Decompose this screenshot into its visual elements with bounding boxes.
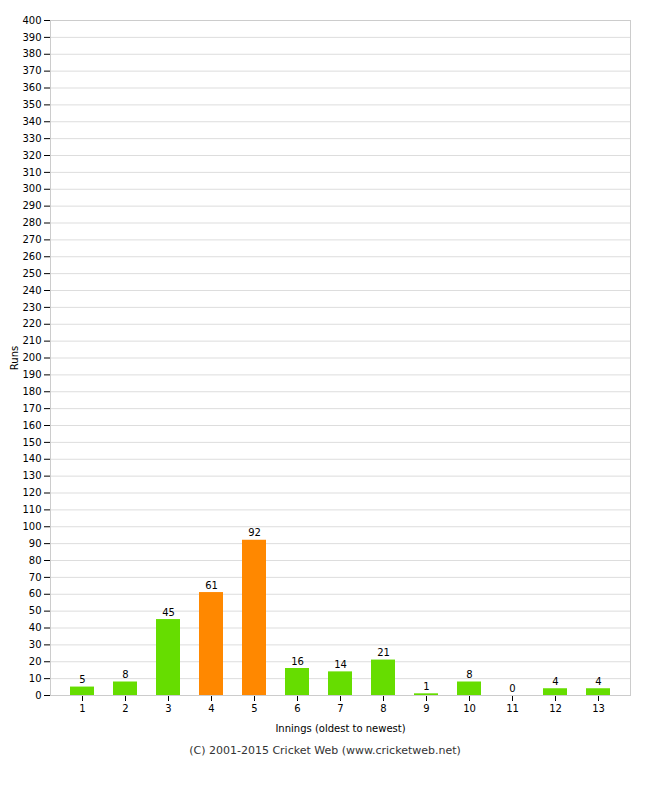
svg-text:200: 200 xyxy=(22,352,41,363)
svg-text:45: 45 xyxy=(162,607,175,618)
svg-text:360: 360 xyxy=(22,82,41,93)
svg-text:3: 3 xyxy=(165,703,171,714)
svg-text:92: 92 xyxy=(248,527,261,538)
svg-text:20: 20 xyxy=(29,656,42,667)
svg-text:90: 90 xyxy=(29,538,42,549)
svg-text:0: 0 xyxy=(509,683,515,694)
svg-text:270: 270 xyxy=(22,234,41,245)
svg-text:290: 290 xyxy=(22,200,41,211)
svg-text:5: 5 xyxy=(251,703,257,714)
svg-text:150: 150 xyxy=(22,437,41,448)
svg-text:14: 14 xyxy=(334,659,347,670)
svg-text:11: 11 xyxy=(506,703,519,714)
svg-text:Innings (oldest to newest): Innings (oldest to newest) xyxy=(275,723,405,734)
svg-text:140: 140 xyxy=(22,453,41,464)
svg-text:50: 50 xyxy=(29,605,42,616)
svg-text:60: 60 xyxy=(29,588,42,599)
svg-text:380: 380 xyxy=(22,48,41,59)
svg-text:160: 160 xyxy=(22,420,41,431)
svg-text:330: 330 xyxy=(22,133,41,144)
svg-text:30: 30 xyxy=(29,639,42,650)
svg-text:250: 250 xyxy=(22,268,41,279)
svg-text:0: 0 xyxy=(35,690,41,701)
svg-text:300: 300 xyxy=(22,183,41,194)
svg-text:9: 9 xyxy=(423,703,429,714)
svg-text:180: 180 xyxy=(22,386,41,397)
svg-text:10: 10 xyxy=(29,673,42,684)
svg-text:310: 310 xyxy=(22,167,41,178)
svg-text:Runs: Runs xyxy=(9,346,20,370)
svg-text:230: 230 xyxy=(22,302,41,313)
svg-text:61: 61 xyxy=(205,580,218,591)
svg-text:120: 120 xyxy=(22,487,41,498)
svg-text:4: 4 xyxy=(208,703,214,714)
svg-text:340: 340 xyxy=(22,116,41,127)
svg-text:2: 2 xyxy=(122,703,128,714)
svg-text:130: 130 xyxy=(22,470,41,481)
svg-text:1: 1 xyxy=(79,703,85,714)
svg-text:7: 7 xyxy=(337,703,343,714)
svg-text:70: 70 xyxy=(29,572,42,583)
svg-text:80: 80 xyxy=(29,555,42,566)
svg-text:320: 320 xyxy=(22,150,41,161)
svg-text:4: 4 xyxy=(552,676,558,687)
svg-text:390: 390 xyxy=(22,32,41,43)
svg-text:400: 400 xyxy=(22,15,41,26)
svg-text:170: 170 xyxy=(22,403,41,414)
svg-text:5: 5 xyxy=(79,674,85,685)
html-text:(C) 2001-2015 Cricket Web (www: (C) 2001-2015 Cricket Web (www.cricketwe… xyxy=(189,744,461,757)
svg-text:110: 110 xyxy=(22,504,41,515)
svg-text:280: 280 xyxy=(22,217,41,228)
svg-text:8: 8 xyxy=(466,669,472,680)
svg-text:40: 40 xyxy=(29,622,42,633)
svg-text:260: 260 xyxy=(22,251,41,262)
svg-text:220: 220 xyxy=(22,318,41,329)
svg-text:100: 100 xyxy=(22,521,41,532)
svg-text:10: 10 xyxy=(463,703,476,714)
svg-text:240: 240 xyxy=(22,285,41,296)
svg-text:350: 350 xyxy=(22,99,41,110)
svg-text:6: 6 xyxy=(294,703,300,714)
svg-text:13: 13 xyxy=(592,703,605,714)
svg-text:370: 370 xyxy=(22,65,41,76)
svg-text:4: 4 xyxy=(595,676,601,687)
svg-text:16: 16 xyxy=(291,656,304,667)
svg-text:8: 8 xyxy=(122,669,128,680)
svg-text:210: 210 xyxy=(22,335,41,346)
svg-text:190: 190 xyxy=(22,369,41,380)
svg-text:8: 8 xyxy=(380,703,386,714)
svg-text:21: 21 xyxy=(377,647,390,658)
svg-text:12: 12 xyxy=(549,703,562,714)
svg-text:1: 1 xyxy=(423,681,429,692)
